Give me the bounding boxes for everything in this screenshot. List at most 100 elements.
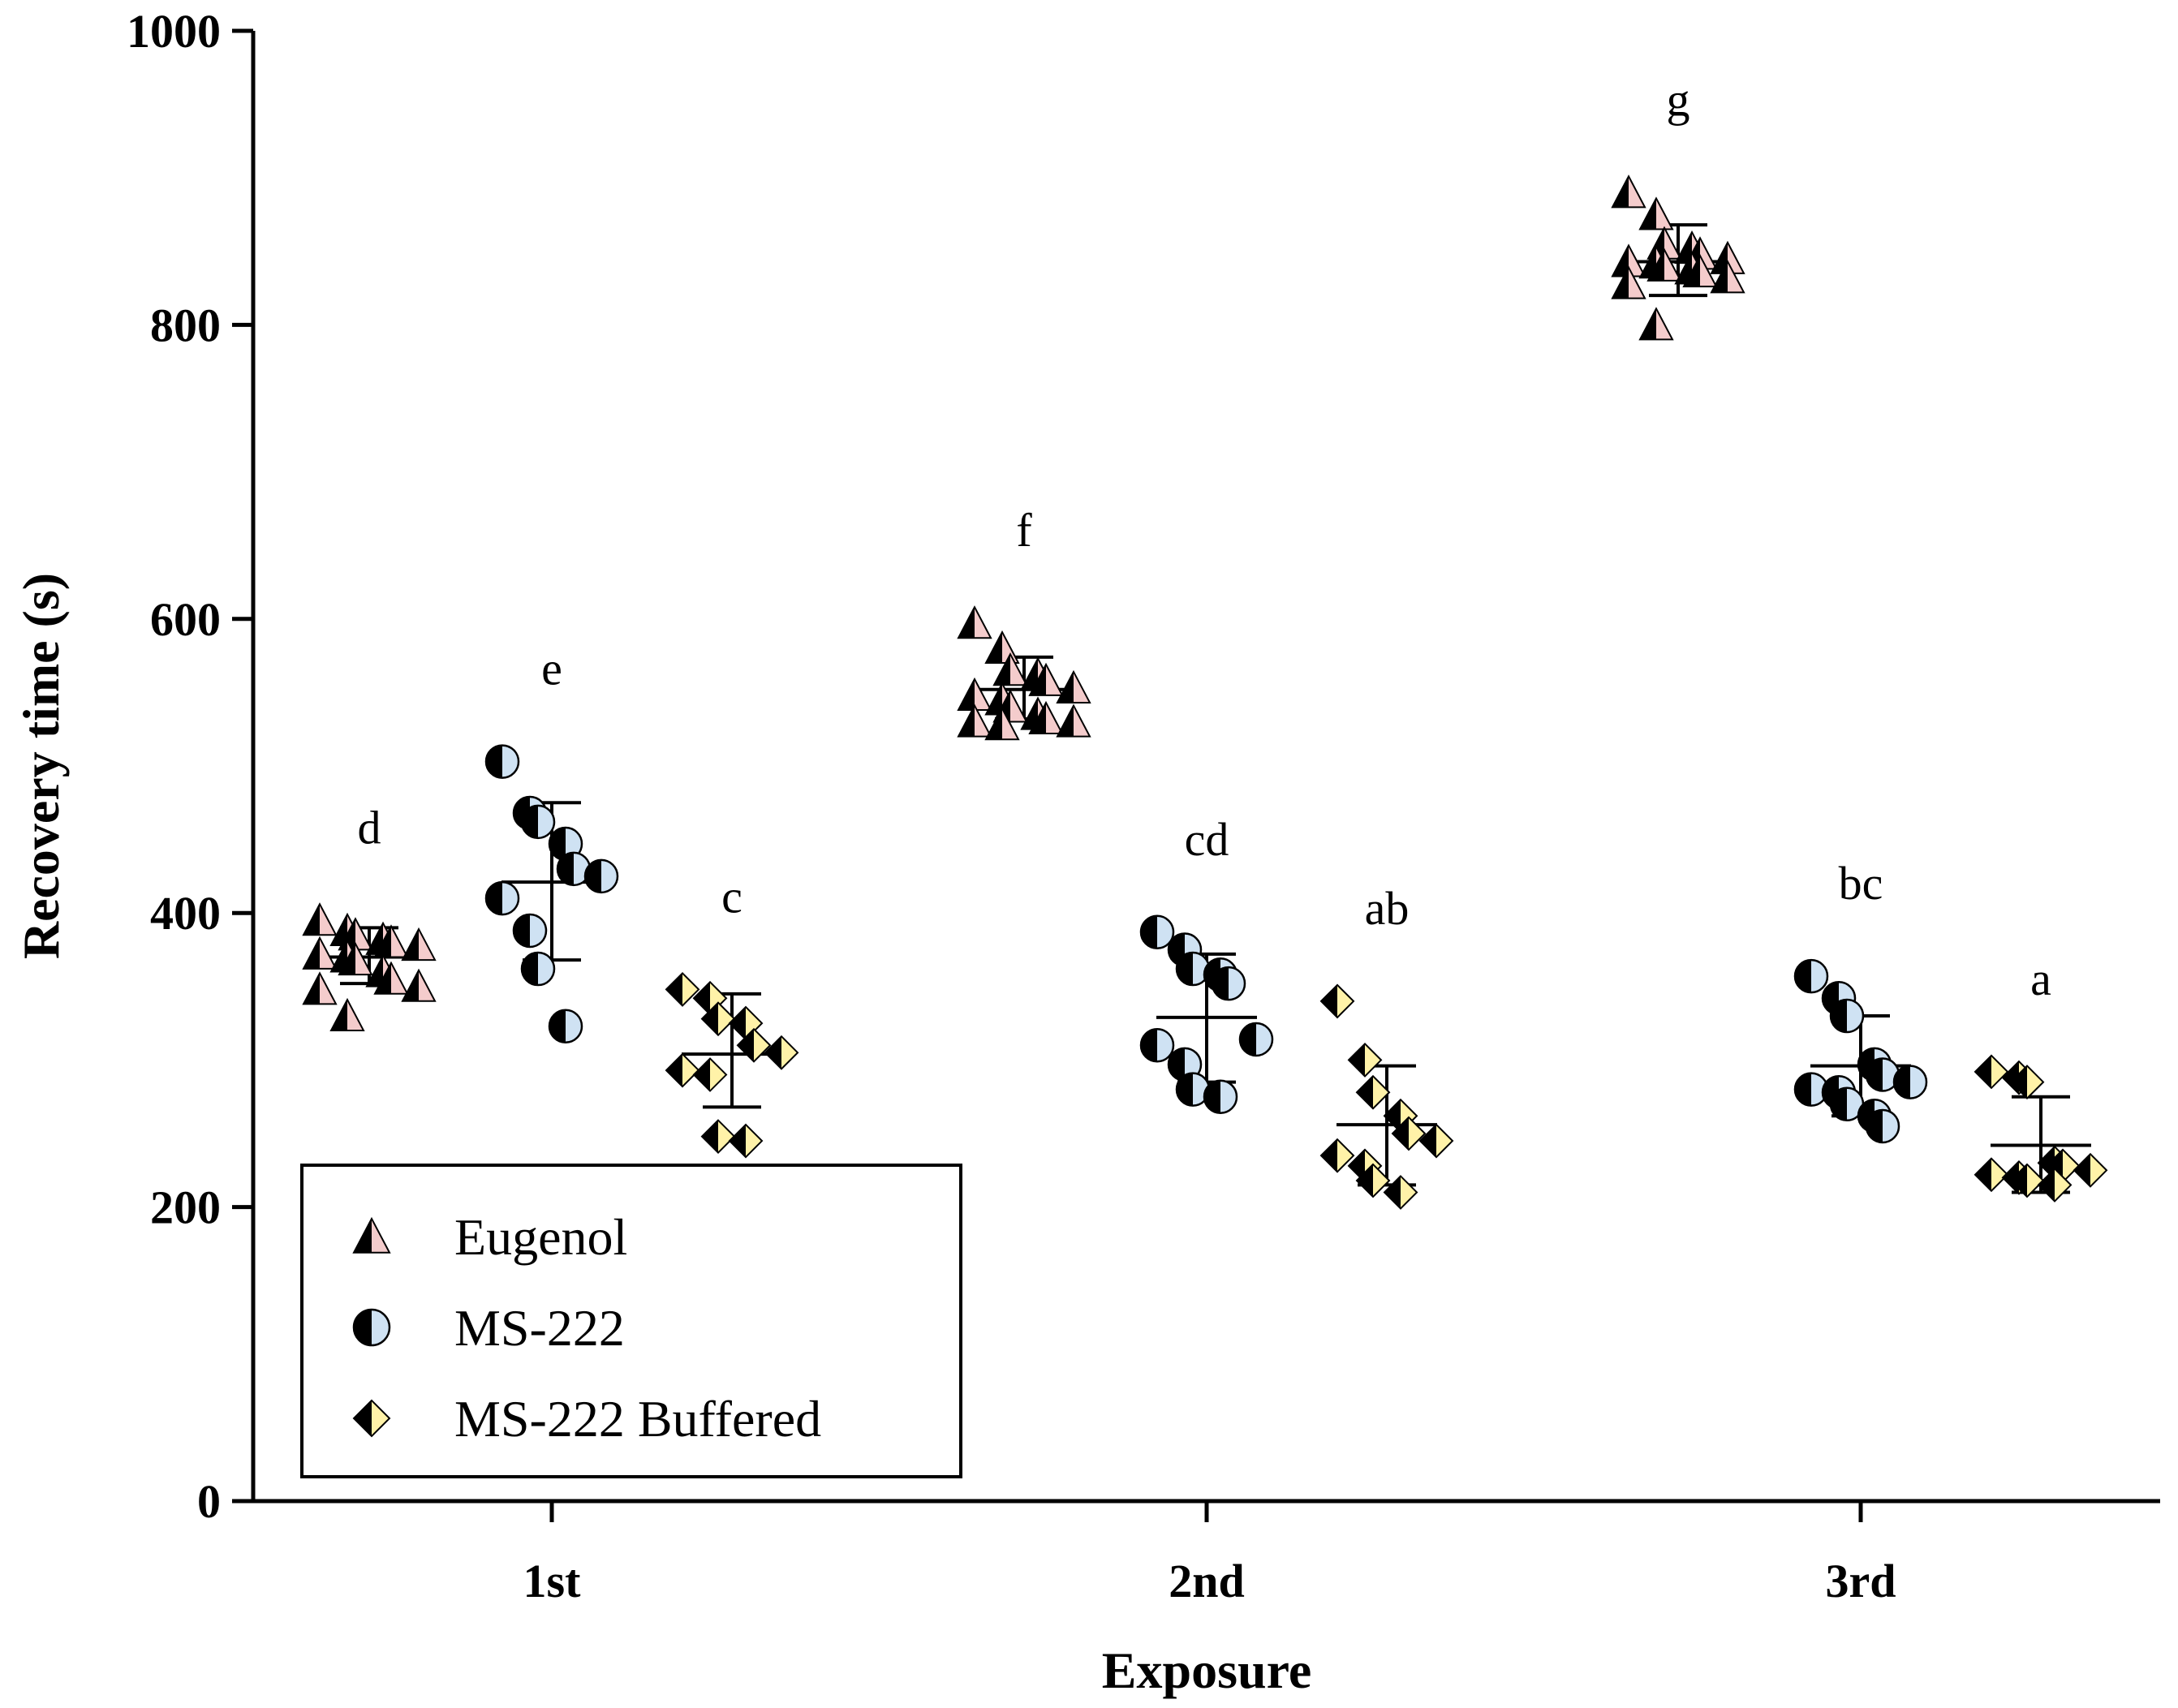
legend-label: MS-222	[454, 1299, 625, 1357]
marker-half-dark	[486, 882, 502, 915]
marker-half-dark	[1212, 967, 1229, 1000]
marker-half-dark	[2038, 1168, 2055, 1202]
marker-half-dark	[1866, 1058, 1883, 1091]
significance-label: d	[358, 801, 381, 854]
marker-outline	[1139, 1028, 1175, 1063]
marker-outline	[1238, 1022, 1274, 1057]
marker-half-dark	[549, 828, 566, 861]
marker-outline	[302, 971, 338, 1005]
marker-half-light	[1401, 1176, 1417, 1209]
marker-half-dark	[1240, 1023, 1256, 1056]
marker-half-dark	[1392, 1117, 1409, 1150]
marker-half-dark	[1795, 960, 1811, 993]
legend-marker	[352, 1216, 391, 1254]
marker-outline	[338, 942, 373, 976]
marker-half-light	[2055, 1168, 2071, 1202]
data-point	[1355, 1163, 1391, 1198]
marker-half-dark	[1141, 1029, 1157, 1062]
marker-half-dark	[1795, 1073, 1811, 1106]
marker-half-dark	[514, 914, 530, 947]
marker-outline	[1710, 260, 1745, 294]
data-point	[1974, 1054, 2009, 1090]
data-point	[512, 913, 548, 949]
marker-outline	[736, 1027, 772, 1063]
marker-half-light	[2090, 1154, 2107, 1187]
marker-half-dark	[522, 953, 538, 986]
marker-outline	[665, 972, 700, 1007]
marker-half-dark	[1349, 1043, 1365, 1077]
data-point	[1319, 983, 1355, 1019]
marker-half-light	[1991, 1158, 2008, 1191]
marker-half-dark	[522, 805, 538, 838]
marker-outline	[373, 924, 409, 958]
marker-half-dark	[1177, 1073, 1193, 1106]
x-axis-title: Exposure	[1102, 1641, 1311, 1699]
significance-label: cd	[1185, 813, 1229, 866]
marker-outline	[992, 652, 1028, 686]
marker-half-light	[372, 1310, 390, 1345]
data-point	[1203, 1079, 1238, 1114]
data-point	[1418, 1123, 1454, 1159]
data-point	[1175, 1072, 1211, 1107]
data-point	[1638, 196, 1674, 230]
marker-outline	[583, 858, 619, 894]
marker-outline	[401, 927, 437, 962]
data-point	[1974, 1157, 2009, 1193]
significance-label: ab	[1365, 882, 1410, 935]
marker-half-dark	[702, 1002, 718, 1035]
marker-outline	[2009, 1163, 2045, 1198]
y-tick-label: 400	[150, 887, 221, 940]
significance-label: f	[1016, 504, 1032, 557]
marker-outline	[1028, 662, 1064, 696]
marker-half-light	[1365, 1043, 1381, 1077]
marker-outline	[984, 707, 1020, 741]
marker-half-light	[2063, 1149, 2079, 1182]
data-point	[1611, 265, 1646, 299]
marker-half-dark	[1357, 1164, 1373, 1197]
marker-half-dark	[2011, 1065, 2027, 1099]
marker-outline	[700, 1001, 736, 1037]
data-point	[1056, 703, 1091, 738]
data-point	[992, 652, 1028, 686]
marker-half-dark	[1169, 1048, 1185, 1081]
axes: 0 200 400 600 800 1000 1st 2nd 3rd Exposure Recove…	[12, 5, 2160, 1699]
marker-half-dark	[702, 1120, 718, 1153]
marker-outline	[2073, 1152, 2108, 1188]
marker-outline	[352, 1308, 391, 1347]
data-point	[984, 707, 1020, 741]
legend-box	[300, 1164, 962, 1478]
data-point	[1139, 1028, 1175, 1063]
data-point	[1319, 1138, 1355, 1173]
data-point	[401, 927, 437, 962]
data-point	[520, 951, 556, 987]
marker-half-dark	[1321, 984, 1337, 1017]
data-point	[665, 972, 700, 1007]
marker-half-dark	[354, 1310, 372, 1345]
data-point	[484, 744, 520, 779]
marker-half-light	[1373, 1164, 1389, 1197]
marker-outline	[520, 951, 556, 987]
marker-outline	[692, 1057, 728, 1092]
y-tick-label: 0	[197, 1475, 221, 1528]
data-point	[957, 605, 992, 639]
marker-outline	[373, 961, 409, 995]
marker-half-light	[502, 882, 519, 915]
data-point	[984, 630, 1020, 665]
marker-half-dark	[730, 1125, 746, 1158]
data-points	[302, 174, 2108, 1210]
marker-half-light	[1883, 1109, 1899, 1142]
data-point	[2009, 1065, 2045, 1099]
marker-half-dark	[765, 1036, 781, 1069]
x-tick-label: 3rd	[1826, 1555, 1896, 1607]
significance-label: bc	[1839, 857, 1883, 910]
marker-half-dark	[1831, 1087, 1847, 1121]
data-point	[583, 858, 619, 894]
marker-half-light	[682, 1054, 699, 1087]
marker-outline	[1319, 983, 1355, 1019]
marker-half-light	[746, 1125, 762, 1158]
marker-half-dark	[1384, 1176, 1401, 1209]
marker-outline	[1865, 1108, 1900, 1144]
data-point	[1865, 1108, 1900, 1144]
marker-half-dark	[666, 973, 682, 1006]
